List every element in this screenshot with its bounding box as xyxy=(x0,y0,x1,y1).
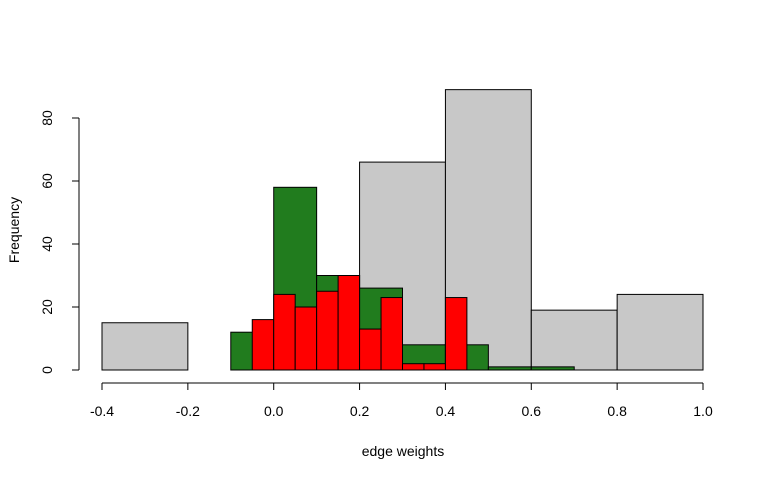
x-tick-label: 0.4 xyxy=(436,403,456,419)
y-tick-label: 40 xyxy=(39,236,55,252)
histogram-bar xyxy=(530,366,575,371)
axes-layer: -0.4 -0.2 0.0 0.2 0.4 0.6 0.8 1.0 0 20 40 60 80 xyxy=(39,110,713,419)
histogram-bar xyxy=(294,306,318,371)
histogram-bar xyxy=(380,297,403,371)
histogram-bar xyxy=(101,322,189,371)
x-tick-label: 0.2 xyxy=(350,403,370,419)
x-tick-label: 0.6 xyxy=(522,403,542,419)
histogram-bar xyxy=(402,363,425,371)
x-tick-label: 0.8 xyxy=(607,403,627,419)
histogram-bar xyxy=(423,363,446,371)
x-tick-label: 0.0 xyxy=(264,403,284,419)
histogram-bar xyxy=(273,293,296,371)
x-tick-label: 1.0 xyxy=(693,403,713,419)
histogram-bar xyxy=(359,328,382,371)
y-tick-label: 20 xyxy=(39,299,55,315)
y-tick-label: 0 xyxy=(39,366,55,374)
x-tick-label: -0.4 xyxy=(90,403,114,419)
histogram-bar xyxy=(487,366,532,371)
histogram-bar xyxy=(316,290,339,371)
histogram-bar xyxy=(251,319,275,371)
x-axis-label: edge weights xyxy=(362,443,445,459)
histogram-bar xyxy=(444,297,468,371)
x-tick-label: -0.2 xyxy=(176,403,200,419)
y-tick-label: 80 xyxy=(39,110,55,126)
y-tick-label: 60 xyxy=(39,173,55,189)
y-axis-label: Frequency xyxy=(6,197,22,263)
histogram-bar xyxy=(530,309,618,371)
bars-layer xyxy=(101,89,704,371)
histogram-bar xyxy=(616,293,704,371)
histogram-bar xyxy=(337,275,361,371)
